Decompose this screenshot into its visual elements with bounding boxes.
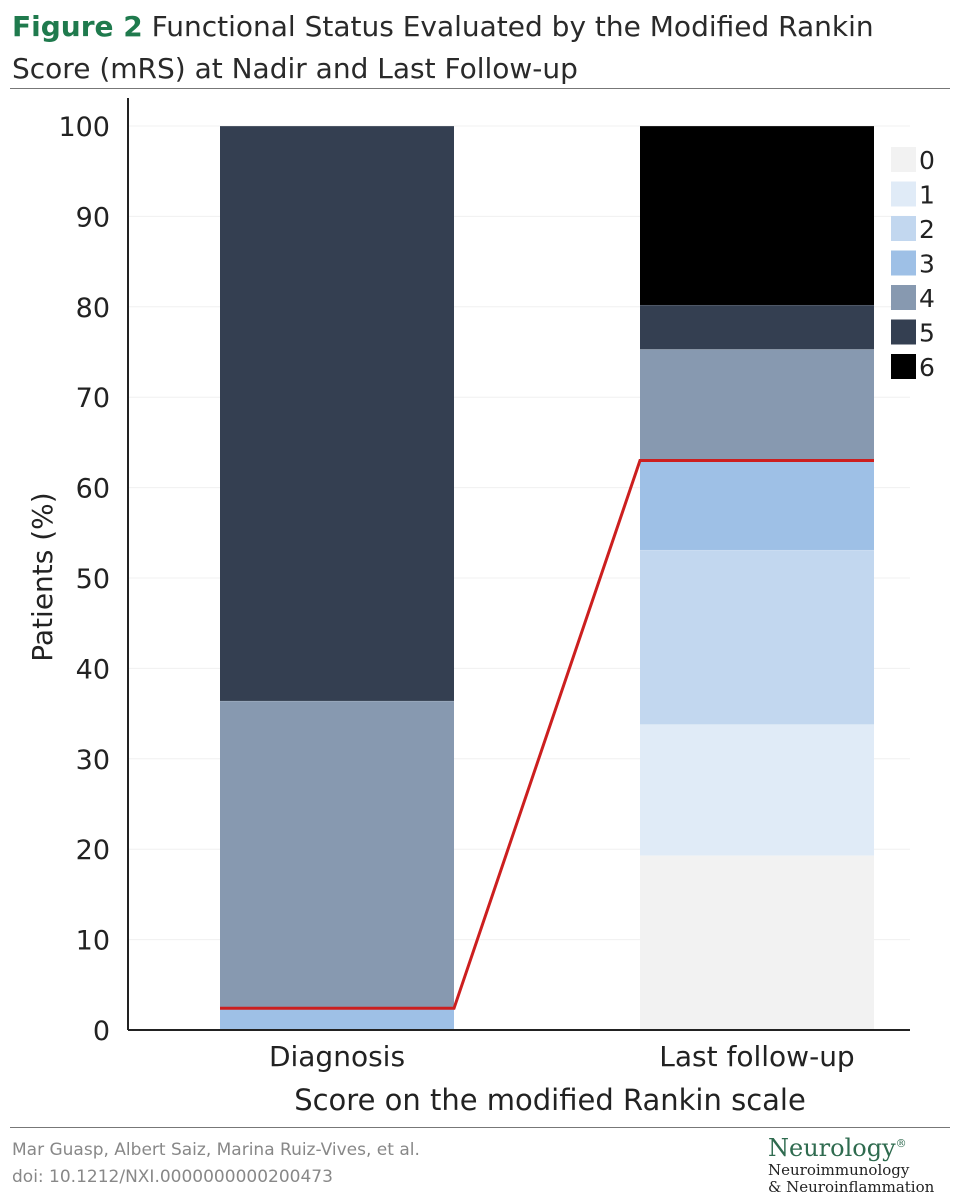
legend-label: 2	[919, 215, 935, 244]
legend-swatch-0	[891, 147, 916, 172]
y-tick-label: 70	[76, 383, 110, 414]
bar-segment-mrs-2-last-follow-up	[640, 549, 874, 725]
x-axis-label: Score on the modified Rankin scale	[294, 1083, 806, 1117]
figure-title-block: Figure 2 Functional Status Evaluated by …	[12, 6, 942, 90]
bar-segment-mrs-5-diagnosis	[220, 126, 454, 701]
bar-segment-mrs-1-last-follow-up	[640, 724, 874, 856]
legend-swatch-1	[891, 181, 916, 207]
y-tick-label: 30	[76, 745, 110, 776]
threshold-line-group	[220, 458, 874, 1010]
bar-segment-mrs-5-last-follow-up	[640, 304, 874, 350]
legend: 0 1 2 3 4 5 6	[891, 146, 935, 382]
journal-brand: Neurology®	[750, 1130, 950, 1162]
legend-label: 6	[919, 353, 935, 382]
threshold-line	[220, 458, 874, 1010]
citation-authors: Mar Guasp, Albert Saiz, Marina Ruiz-Vive…	[12, 1140, 420, 1160]
legend-swatch-2	[891, 216, 916, 241]
y-tick-label: 100	[58, 112, 110, 143]
legend-swatch-6	[891, 354, 916, 379]
legend-label: 4	[919, 284, 935, 313]
legend-label: 3	[919, 250, 935, 279]
y-tick-label: 60	[76, 474, 110, 505]
footer-divider	[10, 1127, 950, 1128]
x-tick-label: Last follow-up	[659, 1040, 854, 1073]
journal-brand-name: Neurology	[768, 1134, 896, 1162]
citation-doi: doi: 10.1212/NXI.0000000000200473	[12, 1167, 333, 1187]
journal-subtitle-2: & Neuroinflammation	[768, 1178, 935, 1196]
y-tick-label: 20	[76, 835, 110, 866]
journal-brand-mark: ®	[895, 1137, 907, 1150]
y-tick-label: 10	[76, 926, 110, 957]
bars	[220, 125, 874, 1030]
journal-subtitle-1: Neuroimmunology	[768, 1161, 910, 1179]
y-tick-label: 80	[76, 293, 110, 324]
legend-swatch-3	[891, 250, 916, 276]
figure-title: Functional Status Evaluated by the Modif…	[12, 10, 874, 85]
bar-segment-mrs-4-diagnosis	[220, 700, 454, 1009]
axes: 0 10 20 30 40 50 60 70 80 90 100 Diagnosis Last foll…	[58, 98, 910, 1073]
title-divider	[10, 88, 950, 89]
legend-swatch-5	[891, 319, 916, 345]
bar-segment-mrs-0-last-follow-up	[640, 855, 874, 1030]
y-tick-label: 40	[76, 654, 110, 685]
bar-segment-mrs-3-last-follow-up	[640, 460, 874, 550]
citation: Mar Guasp, Albert Saiz, Marina Ruiz-Vive…	[12, 1137, 420, 1191]
legend-label: 5	[919, 319, 935, 348]
y-tick-label: 50	[76, 564, 110, 595]
y-tick-label: 0	[93, 1016, 110, 1047]
bar-segment-mrs-6-last-follow-up	[640, 126, 874, 305]
legend-label: 0	[919, 146, 935, 175]
bar-segment-mrs-4-last-follow-up	[640, 349, 874, 461]
figure-label: Figure 2	[12, 10, 143, 43]
y-axis-label: Patients (%)	[26, 492, 59, 661]
y-tick-label: 90	[76, 202, 110, 233]
legend-swatch-4	[891, 285, 916, 310]
bar-segment-mrs-3-diagnosis	[220, 1008, 454, 1030]
legend-label: 1	[919, 181, 935, 210]
x-tick-label: Diagnosis	[269, 1040, 405, 1073]
journal-logo: Neurology® Neuroimmunology & Neuroinflam…	[750, 1130, 950, 1196]
